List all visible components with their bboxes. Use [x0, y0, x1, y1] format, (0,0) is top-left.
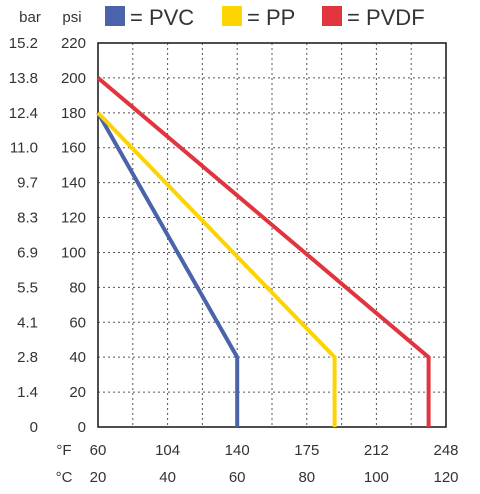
y-tick-label-bar: 6.9: [17, 244, 38, 261]
x-tick-label-fahrenheit: 104: [155, 442, 180, 459]
y-tick-label-psi: 80: [69, 279, 86, 296]
x-tick-label-fahrenheit: 140: [225, 442, 250, 459]
x-tick-label-fahrenheit: 212: [364, 442, 389, 459]
y-tick-label-psi: 140: [61, 175, 86, 192]
series-lines: [96, 76, 431, 427]
y-unit-label-bar: bar: [19, 9, 41, 26]
x-tick-label-fahrenheit: 248: [433, 442, 458, 459]
y-tick-label-psi: 60: [69, 314, 86, 331]
legend-swatch: [105, 6, 125, 26]
plot-border: [97, 42, 447, 428]
y-tick-label-psi: 0: [78, 419, 86, 436]
y-tick-label-psi: 220: [61, 35, 86, 52]
y-tick-label-bar: 12.4: [9, 105, 38, 122]
y-tick-label-bar: 8.3: [17, 210, 38, 227]
legend-label: = PVC: [130, 5, 194, 30]
x-tick-label-celsius: 20: [90, 469, 107, 486]
x-tick-labels: 60 20 104 40 140 60 175 80 212 100 248 120: [90, 442, 459, 486]
y-tick-label-psi: 160: [61, 140, 86, 157]
y-tick-labels: 22015.220013.818012.416011.01409.71208.3…: [9, 35, 86, 436]
y-tick-label-bar: 5.5: [17, 279, 38, 296]
y-tick-label-bar: 2.8: [17, 349, 38, 366]
x-unit-label-fahrenheit: °F: [56, 442, 71, 459]
y-tick-label-bar: 15.2: [9, 35, 38, 52]
y-unit-label-psi: psi: [62, 9, 81, 26]
y-tick-label-psi: 40: [69, 349, 86, 366]
legend-swatch: [322, 6, 342, 26]
y-tick-label-psi: 120: [61, 210, 86, 227]
series-line-pvc: [96, 111, 240, 427]
y-tick-label-bar: 0: [30, 419, 38, 436]
x-tick-label-fahrenheit: 175: [294, 442, 319, 459]
x-unit-label-celsius: °C: [56, 469, 73, 486]
legend-label: = PP: [247, 5, 295, 30]
y-tick-label-bar: 13.8: [9, 70, 38, 87]
x-tick-label-celsius: 100: [364, 469, 389, 486]
axis-unit-labels: bar psi °F °C: [19, 9, 81, 486]
x-tick-label-celsius: 120: [433, 469, 458, 486]
y-tick-label-bar: 4.1: [17, 314, 38, 331]
y-tick-label-psi: 20: [69, 384, 86, 401]
y-tick-label-bar: 11.0: [10, 140, 38, 157]
x-tick-label-fahrenheit: 60: [90, 442, 107, 459]
series-line-pp: [96, 111, 337, 427]
x-tick-label-celsius: 80: [298, 469, 315, 486]
x-tick-label-celsius: 60: [229, 469, 246, 486]
legend: = PVC = PP = PVDF: [105, 5, 425, 30]
y-tick-label-bar: 1.4: [17, 384, 38, 401]
legend-swatch: [222, 6, 242, 26]
y-tick-label-psi: 200: [61, 70, 86, 87]
legend-label: = PVDF: [347, 5, 425, 30]
y-tick-label-bar: 9.7: [17, 175, 38, 192]
x-tick-label-celsius: 40: [159, 469, 176, 486]
plot-frame: [97, 42, 447, 428]
y-tick-label-psi: 180: [61, 105, 86, 122]
y-tick-label-psi: 100: [61, 244, 86, 261]
series-line-pvdf: [96, 76, 431, 427]
grid: [98, 43, 446, 427]
